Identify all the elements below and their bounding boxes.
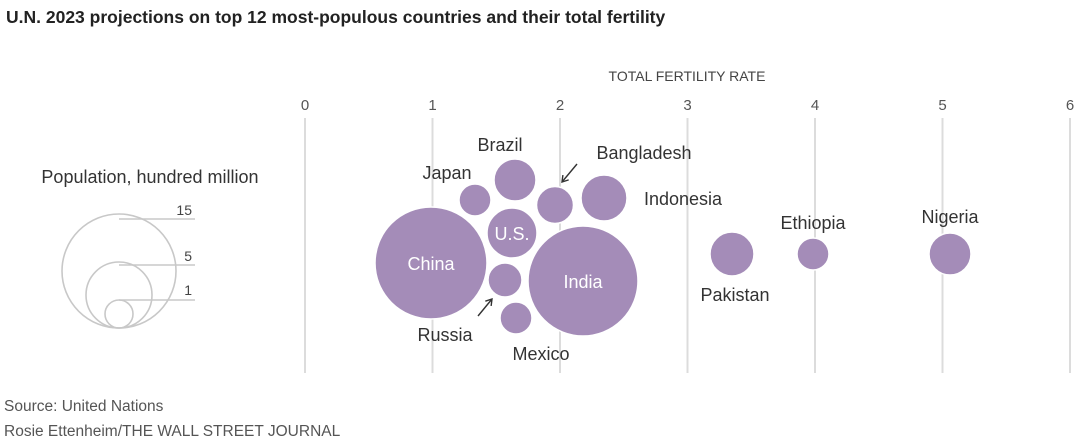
credit-line: Rosie Ettenheim/THE WALL STREET JOURNAL bbox=[4, 423, 341, 440]
bubble-indonesia bbox=[580, 174, 628, 222]
size-legend-value: 1 bbox=[184, 282, 192, 298]
bubble-brazil bbox=[493, 158, 537, 202]
size-legend: Population, hundred million 15 5 1 bbox=[41, 167, 259, 329]
bubble-russia bbox=[487, 262, 523, 298]
bubble-label-india: India bbox=[563, 272, 603, 292]
bubble-label-mexico: Mexico bbox=[512, 344, 569, 364]
bubble-bangladesh bbox=[535, 185, 575, 225]
size-legend-circle bbox=[61, 213, 177, 329]
x-tick-label: 1 bbox=[428, 97, 436, 114]
bubble-label-bangladesh: Bangladesh bbox=[596, 143, 691, 163]
bubble-india bbox=[527, 225, 639, 337]
russia-arrow-head bbox=[485, 297, 493, 307]
russia-arrow bbox=[477, 298, 493, 317]
bubble-label-russia: Russia bbox=[417, 325, 473, 345]
bubble-china bbox=[374, 206, 488, 320]
x-axis-ticks: 0 1 2 3 4 5 6 bbox=[301, 97, 1074, 114]
bubble-chart: 0 1 2 3 4 5 6 TOTAL FERTILITY RATE Population,… bbox=[41, 68, 1074, 373]
x-tick-label: 3 bbox=[683, 97, 691, 114]
size-legend-circle bbox=[85, 261, 153, 329]
bubbles: China India U.S. Indonesia Pakistan Nigeria Br… bbox=[374, 135, 979, 364]
size-legend-value: 15 bbox=[176, 202, 192, 218]
bubble-label-japan: Japan bbox=[422, 163, 471, 183]
bubble-mexico bbox=[499, 301, 533, 335]
bubble-label-nigeria: Nigeria bbox=[921, 207, 979, 227]
bubble-label-indonesia: Indonesia bbox=[644, 189, 723, 209]
bubble-label-ethiopia: Ethiopia bbox=[780, 213, 846, 233]
bubble-label-brazil: Brazil bbox=[477, 135, 522, 155]
x-tick-label: 2 bbox=[556, 97, 564, 114]
size-legend-title: Population, hundred million bbox=[41, 167, 258, 187]
bubble-nigeria bbox=[928, 232, 972, 276]
bubble-japan bbox=[458, 183, 492, 217]
bubble-label-pakistan: Pakistan bbox=[700, 285, 769, 305]
x-tick-label: 5 bbox=[938, 97, 946, 114]
size-legend-value: 5 bbox=[184, 248, 192, 264]
bubble-label-u-s: U.S. bbox=[494, 224, 529, 244]
bubble-u-s bbox=[486, 207, 538, 259]
bubble-pakistan bbox=[709, 231, 755, 277]
bubble-label-china: China bbox=[407, 254, 455, 274]
bangladesh-arrow-head bbox=[561, 174, 569, 184]
bangladesh-arrow bbox=[561, 163, 578, 183]
size-legend-circle bbox=[104, 299, 134, 329]
source-note: Source: United Nations bbox=[4, 398, 164, 415]
chart-title: U.N. 2023 projections on top 12 most-pop… bbox=[6, 7, 666, 27]
x-tick-label: 0 bbox=[301, 97, 309, 114]
x-tick-label: 4 bbox=[811, 97, 819, 114]
x-tick-label: 6 bbox=[1066, 97, 1074, 114]
bubble-ethiopia bbox=[796, 237, 830, 271]
annotations bbox=[477, 163, 578, 317]
x-axis-title: TOTAL FERTILITY RATE bbox=[609, 68, 766, 84]
